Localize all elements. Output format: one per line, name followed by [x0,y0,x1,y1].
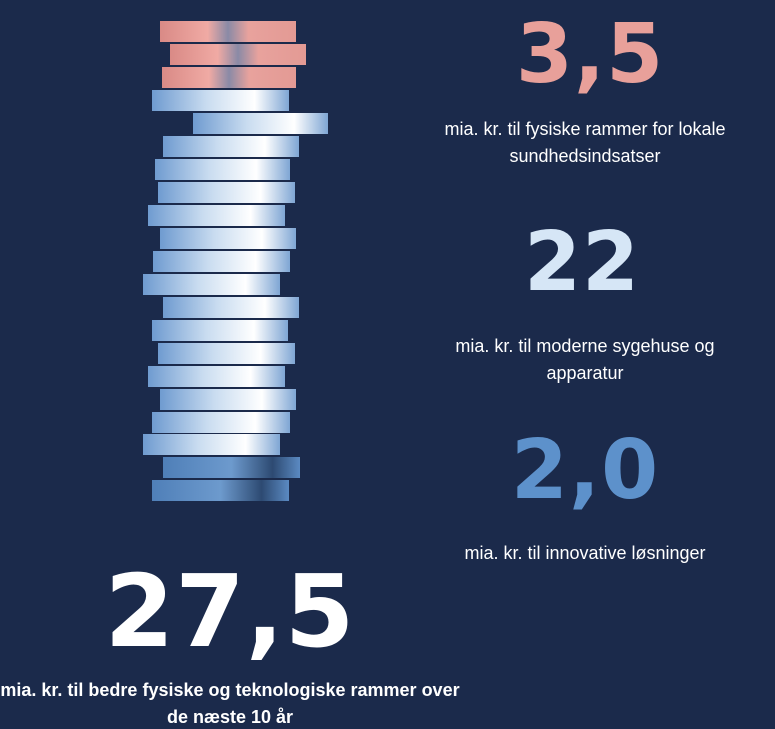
caption: mia. kr. til fysiske rammer for lokale s… [395,116,775,170]
coin [152,90,289,111]
caption: mia. kr. til moderne sygehuse og apparat… [420,333,750,387]
coin [170,44,306,65]
coin [155,159,290,180]
amount: 3,5 [470,14,710,96]
total-caption: mia. kr. til bedre fysiske og teknologis… [0,677,460,729]
coin [143,434,280,455]
coin [160,21,296,42]
coin [158,182,295,203]
coin [163,136,299,157]
total-amount: 27,5 [80,562,380,662]
amount: 22 [462,222,702,304]
coin [158,343,295,364]
coin [152,320,288,341]
coin [152,412,290,433]
coin [160,228,296,249]
coin [148,366,285,387]
coin [143,274,280,295]
infographic: 3,5 mia. kr. til fysiske rammer for loka… [0,0,775,729]
coin [193,113,328,134]
coin [153,251,290,272]
coin [163,457,300,478]
amount: 2,0 [465,430,705,512]
coin [162,67,296,88]
coin [160,389,296,410]
coin [163,297,299,318]
coin [148,205,285,226]
caption: mia. kr. til innovative løsninger [395,540,775,567]
coin [152,480,289,501]
